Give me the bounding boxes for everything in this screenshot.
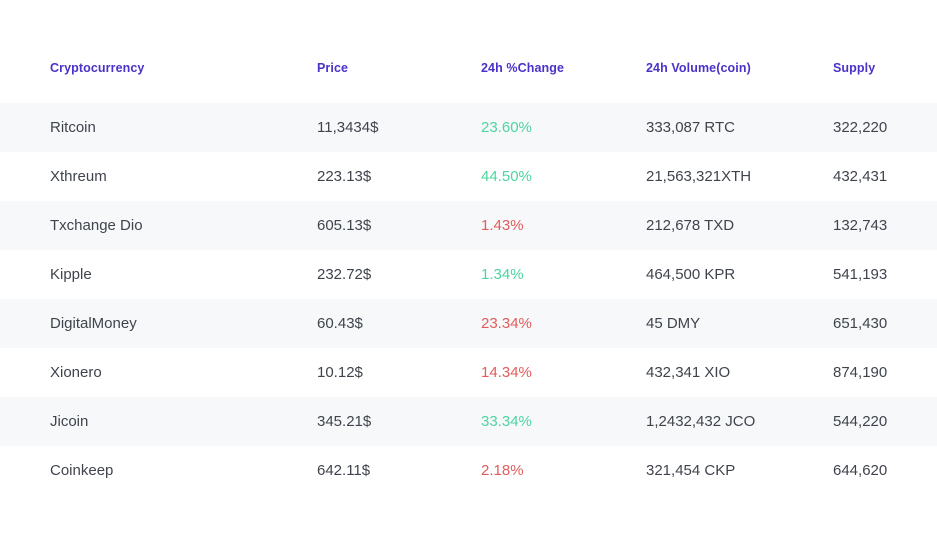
table-header-row: Cryptocurrency Price 24h %Change 24h Vol… — [0, 44, 937, 92]
table-row[interactable]: Coinkeep642.11$2.18%321,454 CKP644,620 — [0, 446, 937, 495]
coin-supply: 132,743 — [833, 217, 937, 234]
coin-supply: 541,193 — [833, 266, 937, 283]
column-header-cryptocurrency: Cryptocurrency — [50, 61, 317, 75]
column-header-volume: 24h Volume(coin) — [646, 61, 833, 75]
column-header-change: 24h %Change — [481, 61, 646, 75]
coin-supply: 644,620 — [833, 462, 937, 479]
coin-volume: 45 DMY — [646, 315, 833, 332]
coin-volume: 21,563,321XTH — [646, 168, 833, 185]
coin-change: 2.18% — [481, 462, 646, 479]
coin-price: 345.21$ — [317, 413, 481, 430]
coin-supply: 432,431 — [833, 168, 937, 185]
coin-change: 23.60% — [481, 119, 646, 136]
table-row[interactable]: Txchange Dio605.13$1.43%212,678 TXD132,7… — [0, 201, 937, 250]
coin-supply: 874,190 — [833, 364, 937, 381]
coin-name: Coinkeep — [50, 462, 317, 479]
coin-price: 223.13$ — [317, 168, 481, 185]
coin-volume: 464,500 KPR — [646, 266, 833, 283]
table-row[interactable]: Xionero10.12$14.34%432,341 XIO874,190 — [0, 348, 937, 397]
coin-change: 23.34% — [481, 315, 646, 332]
coin-supply: 651,430 — [833, 315, 937, 332]
coin-price: 60.43$ — [317, 315, 481, 332]
coin-price: 11,3434$ — [317, 119, 481, 136]
coin-change: 14.34% — [481, 364, 646, 381]
coin-volume: 1,2432,432 JCO — [646, 413, 833, 430]
coin-name: Xionero — [50, 364, 317, 381]
coin-change: 33.34% — [481, 413, 646, 430]
coin-price: 232.72$ — [317, 266, 481, 283]
table-row[interactable]: Xthreum223.13$44.50%21,563,321XTH432,431 — [0, 152, 937, 201]
coin-name: Kipple — [50, 266, 317, 283]
coin-supply: 322,220 — [833, 119, 937, 136]
table-row[interactable]: Kipple232.72$1.34%464,500 KPR541,193 — [0, 250, 937, 299]
crypto-table: Cryptocurrency Price 24h %Change 24h Vol… — [0, 0, 937, 495]
table-row[interactable]: DigitalMoney60.43$23.34%45 DMY651,430 — [0, 299, 937, 348]
column-header-price: Price — [317, 61, 481, 75]
coin-volume: 333,087 RTC — [646, 119, 833, 136]
column-header-supply: Supply — [833, 61, 937, 75]
coin-supply: 544,220 — [833, 413, 937, 430]
coin-price: 605.13$ — [317, 217, 481, 234]
coin-change: 1.43% — [481, 217, 646, 234]
coin-price: 642.11$ — [317, 462, 481, 479]
coin-name: Jicoin — [50, 413, 317, 430]
table-row[interactable]: Jicoin345.21$33.34%1,2432,432 JCO544,220 — [0, 397, 937, 446]
coin-volume: 432,341 XIO — [646, 364, 833, 381]
coin-change: 1.34% — [481, 266, 646, 283]
coin-name: Ritcoin — [50, 119, 317, 136]
coin-name: Txchange Dio — [50, 217, 317, 234]
coin-volume: 212,678 TXD — [646, 217, 833, 234]
coin-name: DigitalMoney — [50, 315, 317, 332]
coin-change: 44.50% — [481, 168, 646, 185]
table-row[interactable]: Ritcoin11,3434$23.60%333,087 RTC322,220 — [0, 103, 937, 152]
coin-price: 10.12$ — [317, 364, 481, 381]
coin-name: Xthreum — [50, 168, 317, 185]
table-rows: Ritcoin11,3434$23.60%333,087 RTC322,220X… — [0, 103, 937, 495]
coin-volume: 321,454 CKP — [646, 462, 833, 479]
